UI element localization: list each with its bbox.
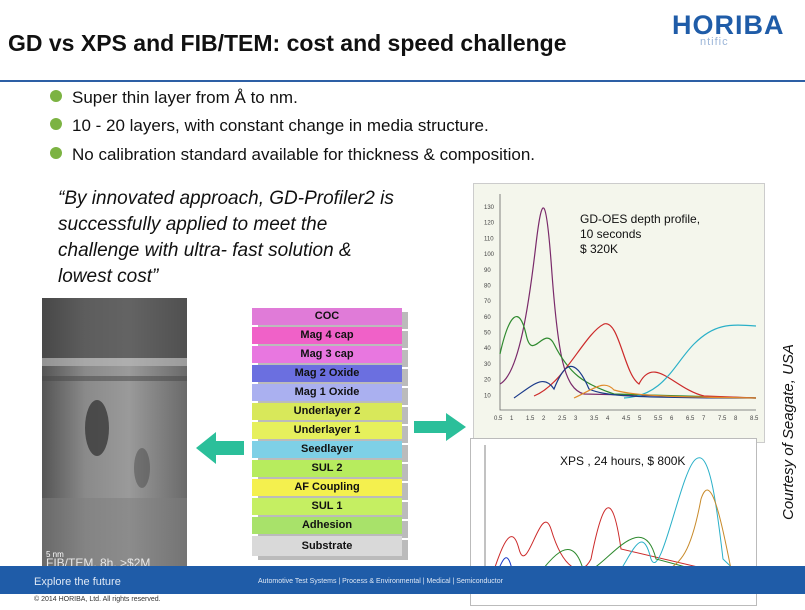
gd-xtick-label: 4 (606, 416, 610, 422)
right-arrow-icon (414, 413, 466, 441)
layer-adhesion: Adhesion (252, 517, 402, 534)
layer-sul-2: SUL 2 (252, 460, 402, 477)
gd-oes-depth-profile-chart: 130 120 110 100 90 80 70 60 50 40 30 20 10 0.5 1 1.5 2 2.… (473, 183, 765, 443)
gd-xtick-label: 2.5 (558, 416, 567, 422)
gd-xtick-label: 4.5 (622, 416, 631, 422)
bullet-dot-icon (50, 147, 62, 159)
gd-xtick-label: 0.5 (494, 416, 503, 422)
gd-ytick-label: 130 (484, 205, 495, 211)
gd-ytick-label: 10 (484, 393, 491, 399)
bullet-item: 10 - 20 layers, with constant change in … (50, 116, 489, 136)
gd-ytick-label: 90 (484, 268, 491, 274)
bullet-dot-icon (50, 90, 62, 102)
slide-title: GD vs XPS and FIB/TEM: cost and speed ch… (8, 30, 567, 56)
gd-profile-curve (623, 324, 757, 399)
courtesy-label: Courtesy of Seagate, USA (780, 344, 797, 520)
xps-profile-curve (490, 507, 750, 580)
bullet-item: Super thin layer from Å to nm. (50, 88, 298, 108)
left-arrow-icon (196, 432, 244, 464)
gd-ytick-label: 50 (484, 331, 491, 337)
bullet-dot-icon (50, 118, 62, 130)
gd-profile-curve (573, 384, 757, 399)
gd-ytick-label: 20 (484, 378, 491, 384)
horiba-logo: HORIBA (672, 10, 785, 40)
gd-xtick-label: 7.5 (718, 416, 727, 422)
gd-axes (499, 194, 756, 411)
gd-ytick-label: 70 (484, 299, 491, 305)
gd-xtick-label: 7 (702, 416, 706, 422)
gd-ytick-label: 100 (484, 252, 495, 258)
gd-ytick-label: 110 (484, 236, 494, 242)
bullet-item: No calibration standard available for th… (50, 145, 535, 165)
gd-ytick-label: 40 (484, 346, 491, 352)
gd-xtick-label: 3 (574, 416, 578, 422)
gd-ytick-label: 120 (484, 221, 495, 227)
gd-xtick-label: 6 (670, 416, 674, 422)
layer-mag-2-oxide: Mag 2 Oxide (252, 365, 402, 382)
layer-mag-3-cap: Mag 3 cap (252, 346, 402, 363)
layer-mag-1-oxide: Mag 1 Oxide (252, 384, 402, 401)
layer-underlayer-2: Underlayer 2 (252, 403, 402, 420)
gd-xtick-label: 2 (542, 416, 546, 422)
gd-ytick-label: 60 (484, 315, 491, 321)
layer-af-coupling: AF Coupling (252, 479, 402, 496)
layer-sul-1: SUL 1 (252, 498, 402, 515)
gd-xtick-label: 1.5 (526, 416, 535, 422)
gd-profile-curve (499, 207, 757, 399)
footer-bar (0, 566, 805, 594)
gd-ytick-label: 30 (484, 362, 491, 368)
gd-ytick-label: 80 (484, 283, 491, 289)
gd-profile-curve (513, 365, 757, 399)
gd-xtick-label: 8.5 (750, 416, 759, 422)
footer-divisions: Automotive Test Systems | Process & Envi… (258, 578, 503, 585)
layer-seedlayer: Seedlayer (252, 441, 402, 458)
tem-scale-label: 5 nm (46, 550, 64, 559)
xps-caption: XPS , 24 hours, $ 800K (560, 454, 686, 468)
footer-copyright: © 2014 HORIBA, Ltd. All rights reserved. (34, 596, 161, 603)
quote-text: “By innovated approach, GD-Profiler2 is … (58, 188, 394, 287)
layer-mag-4-cap: Mag 4 cap (252, 327, 402, 344)
gd-profile-curve (499, 315, 757, 399)
layer-coc: COC (252, 308, 402, 325)
layer-underlayer-1: Underlayer 1 (252, 422, 402, 439)
gd-oes-caption: GD-OES depth profile, 10 seconds $ 320K (580, 212, 701, 256)
gd-profile-curve (533, 323, 757, 399)
title-divider (0, 80, 805, 82)
gd-xtick-label: 3.5 (590, 416, 599, 422)
gd-xtick-label: 1 (510, 416, 514, 422)
xps-profile-curve (610, 457, 750, 585)
gd-xtick-label: 5.5 (654, 416, 663, 422)
footer-tagline: Explore the future (34, 576, 121, 588)
logo-subtitle: ntific (700, 36, 729, 48)
tem-micrograph-image (42, 298, 187, 568)
gd-xtick-label: 8 (734, 416, 738, 422)
layer-substrate: Substrate (252, 536, 402, 556)
gd-xtick-label: 6.5 (686, 416, 695, 422)
gd-xtick-label: 5 (638, 416, 642, 422)
